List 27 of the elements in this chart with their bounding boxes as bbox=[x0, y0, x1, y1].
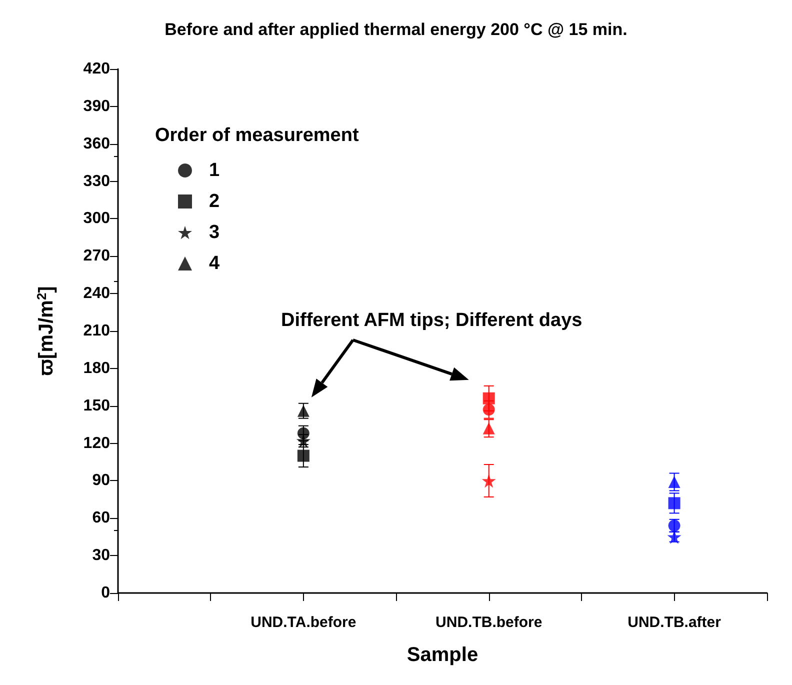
legend-title: Order of measurement bbox=[155, 125, 360, 146]
legend-label: 2 bbox=[209, 191, 220, 212]
y-tick-label: 420 bbox=[83, 60, 110, 78]
y-tick-label: 360 bbox=[83, 135, 110, 152]
y-tick-label: 120 bbox=[83, 434, 110, 452]
y-tick-label: 180 bbox=[83, 360, 110, 377]
y-tick-label: 150 bbox=[83, 397, 110, 414]
legend-label: 3 bbox=[209, 222, 220, 243]
y-tick-label: 0 bbox=[101, 584, 110, 602]
y-tick-label: 90 bbox=[92, 472, 110, 490]
y-tick-label: 210 bbox=[83, 322, 110, 340]
x-axis-title: Sample bbox=[406, 644, 478, 666]
y-tick-label: 330 bbox=[83, 172, 110, 190]
y-tick-label: 240 bbox=[83, 285, 110, 302]
legend-label: 1 bbox=[209, 160, 220, 181]
y-tick-label: 30 bbox=[92, 547, 110, 564]
legend-label: 4 bbox=[209, 253, 220, 274]
y-tick-label: 390 bbox=[83, 98, 110, 115]
y-tick-label: 60 bbox=[92, 510, 110, 527]
chart-title: Before and after applied thermal energy 200 °C @ 15 min. bbox=[164, 20, 628, 39]
x-tick-label: UND.TB.after bbox=[628, 614, 722, 631]
x-tick-label: UND.TA.before bbox=[250, 614, 356, 631]
y-tick-label: 300 bbox=[83, 210, 110, 228]
annotation: Different AFM tips; Different days bbox=[281, 310, 582, 331]
x-tick-label: UND.TB.before bbox=[436, 614, 542, 631]
y-tick-label: 270 bbox=[83, 248, 110, 265]
y-axis-title: ϖ[mJ/m2] bbox=[34, 286, 58, 376]
